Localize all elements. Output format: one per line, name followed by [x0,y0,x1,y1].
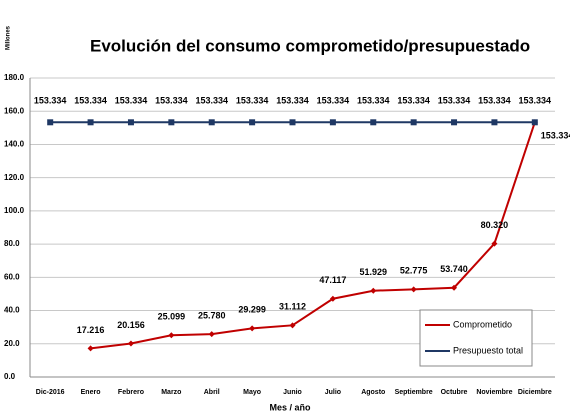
series-line [90,121,536,350]
point [370,287,377,294]
point [208,119,215,126]
y-tick-label: 80.0 [4,239,20,248]
data-label: 153.334 [317,96,350,106]
point [410,286,417,293]
data-label: 153.334 [357,96,390,106]
point [249,325,256,332]
x-tick-label: Septiembre [395,389,433,396]
point [168,119,175,126]
data-label: 153.334 [541,131,570,141]
point [329,295,336,302]
y-tick-label: 160.0 [4,106,25,115]
data-label: 80.320 [481,220,509,230]
x-tick-label: Diciembre [518,389,552,396]
point [451,284,458,291]
x-tick-label: Junio [283,389,302,396]
data-label: 25.780 [198,311,226,321]
point [289,119,296,126]
y-tick-label: 60.0 [4,272,20,281]
data-label: 52.775 [400,266,428,276]
x-tick-label: Marzo [161,389,181,396]
data-label: 53.740 [440,264,468,274]
legend-box [419,309,533,367]
x-tick-label: Enero [81,389,101,396]
chart-title: Evolución del consumo comprometido/presu… [90,36,530,55]
legend-label: Presupuesto total [453,345,523,355]
point [208,331,215,338]
y-tick-label: 40.0 [4,306,20,315]
point [491,240,498,247]
data-label: 153.334 [397,96,430,106]
y-tick-label: 180.0 [4,73,25,82]
data-label: 153.334 [195,96,228,106]
data-label: 29.299 [238,305,266,315]
data-label: 31.112 [279,302,306,312]
x-tick-label: Julio [325,389,341,396]
x-tick-label: Agosto [361,389,385,396]
y-tick-label: 140.0 [4,140,25,149]
x-tick-label: Dic-2016 [36,389,65,396]
point [249,119,256,126]
data-label: 51.929 [360,267,388,277]
x-axis-label: Mes / año [269,402,311,412]
y-tick-label: 20.0 [4,339,20,348]
x-tick-label: Febrero [118,389,144,396]
y-tick-label: 120.0 [4,173,25,182]
point [127,340,134,347]
legend-label: Comprometido [453,319,512,329]
data-label: 47.117 [319,275,346,285]
x-tick-label: Noviembre [476,389,512,396]
data-label: 153.334 [519,96,552,106]
point [370,119,377,126]
x-tick-label: Mayo [243,389,261,396]
x-tick-label: Abril [204,389,220,396]
data-label: 17.216 [77,325,105,335]
data-label: 153.334 [74,96,107,106]
point [87,345,94,352]
y-tick-label: 0.0 [4,372,16,381]
y-tick-label: 100.0 [4,206,25,215]
data-label: 153.334 [276,96,309,106]
y-axis-label: Millones [6,25,12,50]
data-label: 20.156 [117,320,145,330]
data-label: 153.334 [478,96,511,106]
data-label: 153.334 [34,96,67,106]
point [127,119,134,126]
point [289,322,296,329]
data-label: 25.099 [158,312,186,322]
point [531,119,538,126]
data-label: 153.334 [155,96,188,106]
data-label: 153.334 [115,96,148,106]
point [87,119,94,126]
point [168,332,175,339]
data-label: 153.334 [438,96,471,106]
point [491,119,498,126]
point [329,119,336,126]
point [47,119,54,126]
point [451,119,458,126]
data-label: 153.334 [236,96,269,106]
x-tick-label: Octubre [441,389,468,396]
point [410,119,417,126]
